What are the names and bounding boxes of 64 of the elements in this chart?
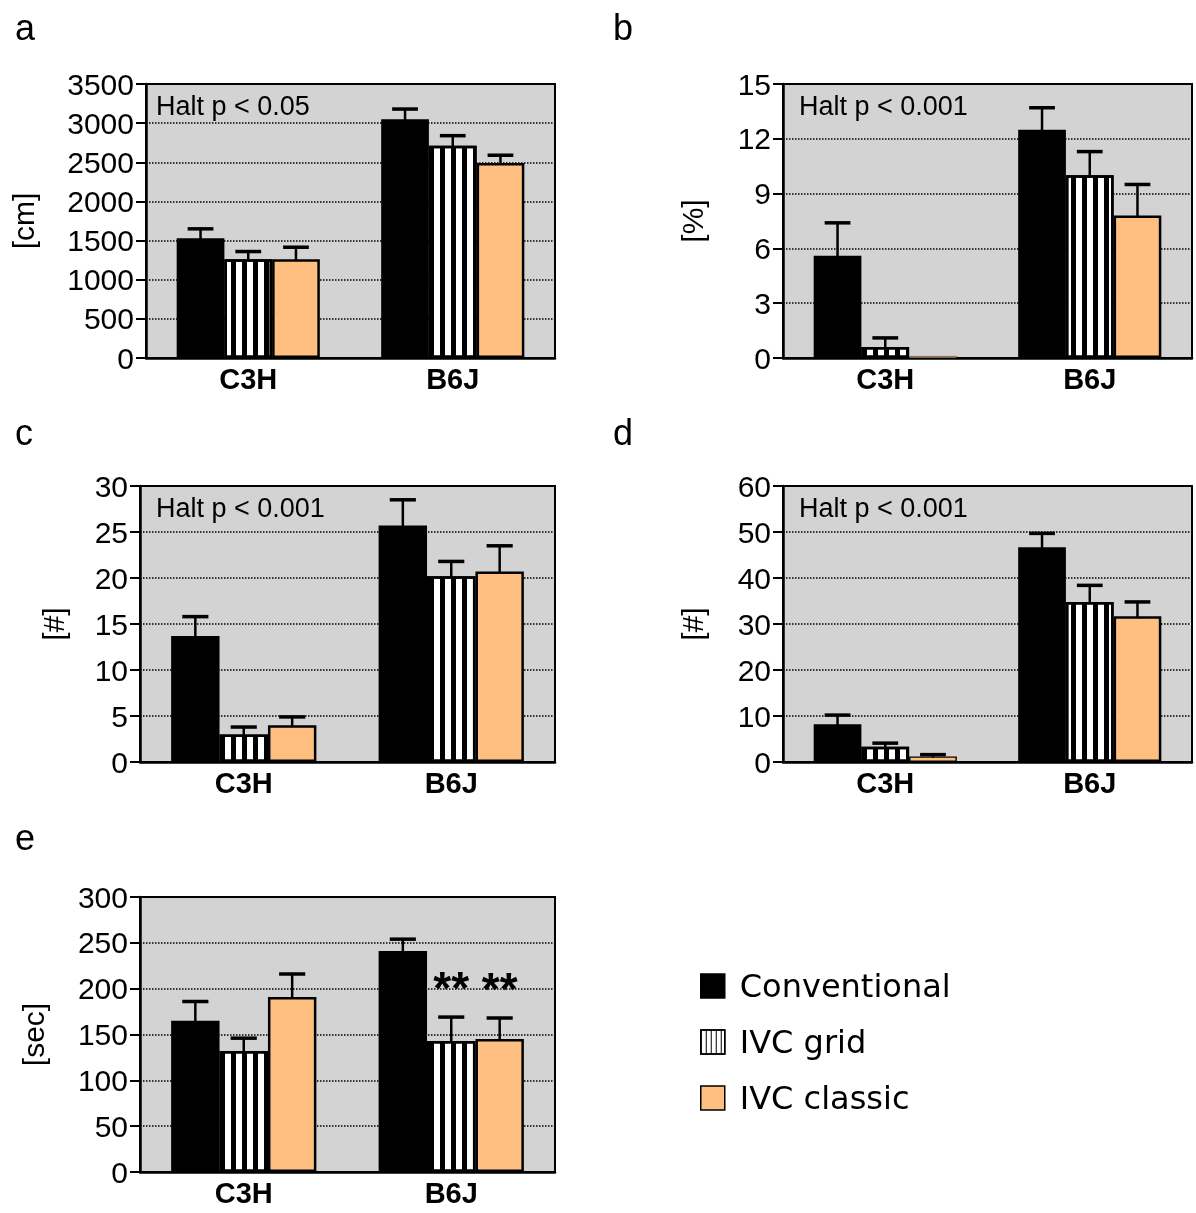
y-tick-label: 25	[94, 515, 128, 549]
y-tick-label: 0	[754, 745, 771, 779]
x-tick-label: B6J	[1063, 362, 1117, 395]
y-tick-label: 40	[737, 561, 771, 595]
x-tick-label: C3H	[214, 766, 273, 799]
y-axis-title: [cm]	[6, 192, 40, 250]
y-tick-label: 150	[77, 1018, 128, 1051]
legend-label: IVC classic	[739, 1079, 910, 1117]
y-tick-label: 2500	[67, 145, 134, 179]
y-tick-label: 3000	[67, 106, 134, 140]
chart-title: d	[613, 411, 634, 453]
y-tick-label: 3500	[67, 67, 134, 101]
legend-label: IVC grid	[739, 1023, 867, 1061]
y-tick-label: 30	[737, 607, 771, 641]
x-tick-label: B6J	[426, 362, 480, 395]
y-tick-label: 50	[737, 515, 771, 549]
chart-title: e	[15, 816, 36, 858]
y-tick-label: 1500	[67, 224, 134, 258]
y-tick-label: 500	[83, 302, 134, 336]
y-tick-label: 5	[111, 699, 128, 733]
chart-title: c	[15, 411, 33, 453]
y-axis-title: [#]	[36, 607, 70, 641]
y-tick-label: 0	[111, 745, 128, 779]
y-tick-label: 9	[754, 177, 771, 211]
annotation: Halt p < 0.001	[156, 492, 325, 523]
data-label: **	[433, 962, 470, 1015]
legend-label: Conventional	[739, 967, 951, 1005]
y-tick-label: 300	[77, 880, 128, 914]
x-tick-label: B6J	[1063, 766, 1117, 799]
y-tick-label: 60	[737, 469, 771, 503]
y-tick-label: 15	[94, 607, 128, 641]
y-tick-label: 3	[754, 286, 771, 320]
y-tick-label: 0	[117, 341, 134, 375]
x-tick-label: B6J	[424, 1176, 478, 1209]
annotation: Halt p < 0.001	[799, 492, 968, 523]
x-tick-label: C3H	[856, 766, 915, 799]
y-axis-title: [#]	[675, 607, 709, 641]
y-tick-label: 0	[111, 1155, 128, 1189]
y-tick-label: 1000	[67, 263, 134, 297]
y-tick-label: 0	[754, 341, 771, 375]
x-tick-label: C3H	[856, 362, 915, 395]
annotation: Halt p < 0.05	[156, 90, 310, 121]
annotation: Halt p < 0.001	[799, 90, 968, 121]
y-tick-label: 20	[737, 653, 771, 687]
x-tick-label: C3H	[214, 1176, 273, 1209]
x-tick-label: B6J	[424, 766, 478, 799]
y-tick-label: 2000	[67, 184, 134, 218]
y-tick-label: 12	[737, 122, 771, 156]
chart-title: a	[15, 6, 36, 48]
y-tick-label: 100	[77, 1063, 128, 1097]
y-tick-label: 50	[94, 1109, 128, 1143]
y-tick-label: 6	[754, 231, 771, 265]
y-tick-label: 20	[94, 561, 128, 595]
y-axis-title: [%]	[675, 199, 709, 243]
y-tick-label: 200	[77, 972, 128, 1006]
y-tick-label: 15	[737, 67, 771, 101]
y-axis-title: [sec]	[16, 1002, 50, 1067]
y-tick-label: 10	[94, 653, 128, 687]
y-tick-label: 30	[94, 469, 128, 503]
data-label: **	[481, 963, 518, 1015]
y-tick-label: 250	[77, 926, 128, 960]
x-tick-label: C3H	[219, 362, 278, 395]
y-tick-label: 10	[737, 699, 771, 733]
chart-title: b	[613, 6, 634, 48]
